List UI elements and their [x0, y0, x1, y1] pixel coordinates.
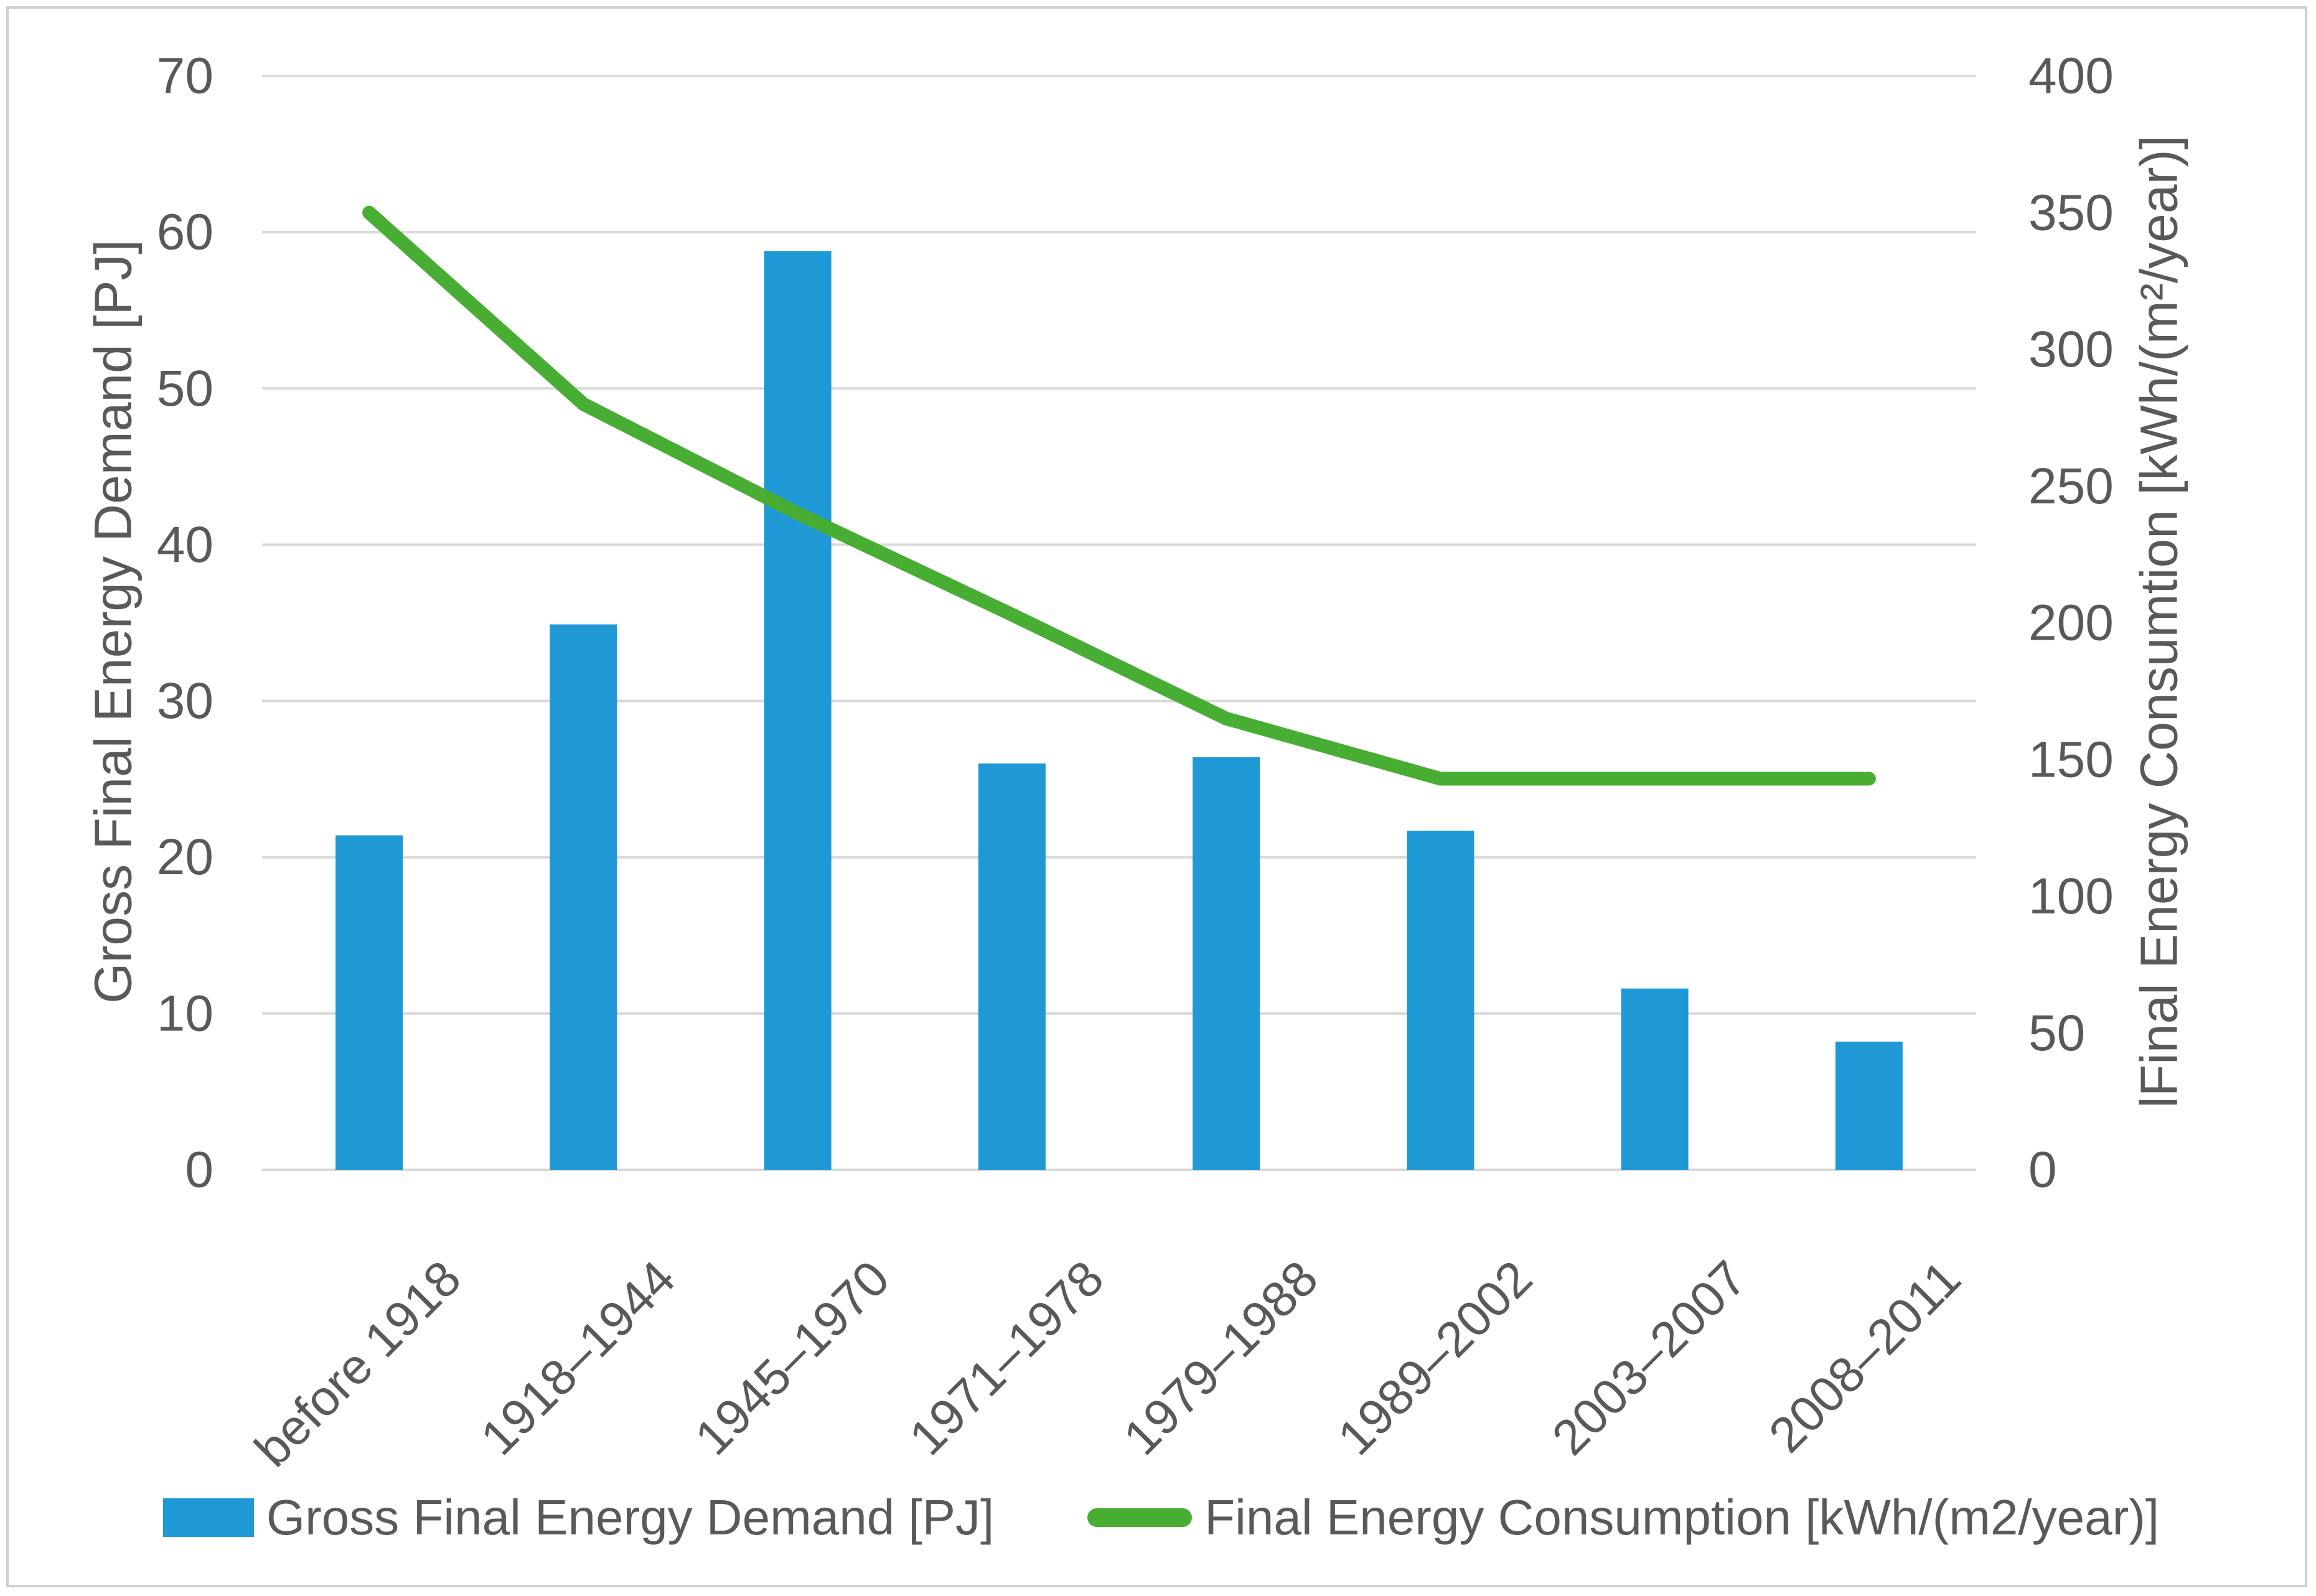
bar-1945–1970 [764, 251, 832, 1170]
bar-1979–1988 [1193, 757, 1260, 1170]
bar-1918–1944 [550, 624, 617, 1170]
legend-item-line: Final Energy Consumption [kWh/(m2/year)] [1087, 1489, 2159, 1546]
right-axis-tick-label: 100 [2028, 868, 2114, 925]
x-axis-tick-label: 2003–2007 [1542, 1250, 1757, 1465]
x-axis-tick-label: 1945–1970 [685, 1250, 900, 1465]
line-final-energy-consumption [362, 205, 1876, 786]
left-axis-tick-label: 60 [157, 204, 213, 261]
x-axis-tick-label: 1979–1988 [1113, 1250, 1328, 1465]
left-axis-tick-label: 20 [157, 829, 213, 885]
bar-2008–2011 [1835, 1042, 1903, 1170]
chart-legend: Gross Final Energy Demand [PJ] Final Ene… [9, 1474, 2314, 1561]
x-axis-tick-label: 1918–1944 [470, 1250, 685, 1465]
bar-before 1918 [335, 835, 403, 1170]
legend-item-bars: Gross Final Energy Demand [PJ] [162, 1489, 995, 1546]
left-axis-title: Gross Final Energy Demand [PJ] [83, 240, 143, 1004]
right-axis-title: lFinal Energy Consumtion [kWh/(m²/year)] [2129, 135, 2188, 1108]
legend-bar-swatch-icon [162, 1498, 254, 1537]
legend-line-swatch-icon [1087, 1508, 1193, 1527]
x-axis-tick-label: 1989–2002 [1327, 1250, 1542, 1465]
right-axis-tick-label: 0 [2028, 1142, 2057, 1198]
left-axis-tick-label: 10 [157, 985, 213, 1042]
x-axis-tick-label: 2008–2011 [1758, 1250, 1971, 1463]
x-axis-tick-label: 1971–1978 [899, 1250, 1114, 1465]
right-axis-tick-label: 50 [2028, 1005, 2085, 1062]
right-axis-tick-label: 150 [2028, 731, 2114, 788]
right-axis-tick-label: 200 [2028, 595, 2114, 651]
legend-line-label: Final Energy Consumption [kWh/(m2/year)] [1204, 1490, 2160, 1545]
right-axis-tick-label: 350 [2028, 184, 2114, 241]
left-axis-tick-label: 0 [185, 1142, 213, 1198]
combo-chart-canvas: 0 10 20 30 40 50 60 70 0 50 100 150 200 250 300 350 400 b… [157, 48, 2114, 1477]
bar-1989–2002 [1407, 831, 1474, 1170]
right-axis-tick-label: 250 [2028, 458, 2114, 515]
left-axis-tick-label: 40 [157, 516, 213, 573]
right-axis-tick-label: 400 [2028, 48, 2114, 105]
right-axis-tick-label: 300 [2028, 321, 2114, 378]
chart-figure: 0 10 20 30 40 50 60 70 0 50 100 150 200 250 300 350 400 b… [6, 6, 2307, 1587]
left-axis-tick-label: 70 [157, 48, 213, 105]
legend-bar-label: Gross Final Energy Demand [PJ] [266, 1490, 995, 1545]
bar-2003–2007 [1621, 988, 1689, 1170]
x-axis-tick-label: before 1918 [244, 1250, 471, 1477]
bar-1971–1978 [978, 763, 1046, 1170]
left-axis-tick-label: 30 [157, 673, 213, 729]
left-axis-tick-label: 50 [157, 360, 213, 417]
